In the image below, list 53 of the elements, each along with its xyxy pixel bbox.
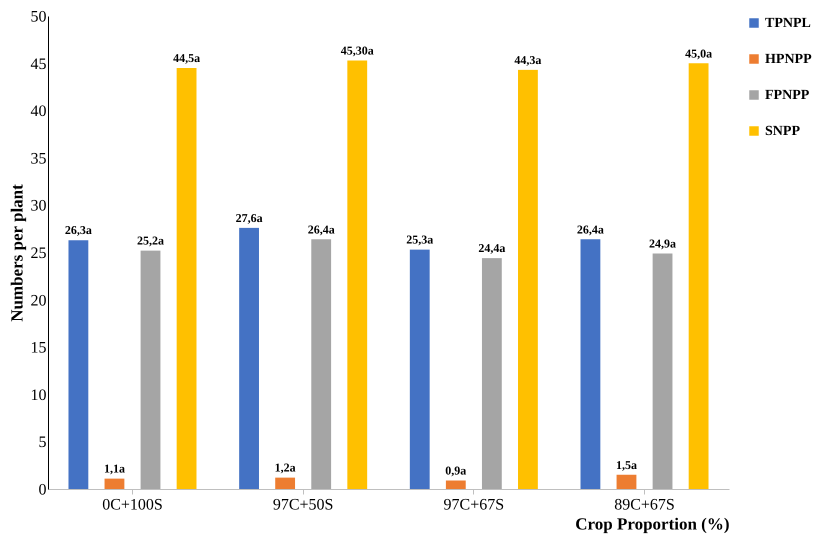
data-label: 1,5a (616, 458, 637, 472)
bar (140, 250, 160, 489)
y-tick-label: 25 (30, 245, 46, 262)
data-label: 25,3a (406, 232, 434, 247)
bar (239, 228, 259, 489)
bar (652, 253, 672, 489)
data-label: 1,1a (104, 462, 125, 476)
y-tick-label: 30 (30, 198, 46, 215)
bar (410, 250, 430, 489)
y-tick-label: 5 (38, 434, 46, 452)
y-tick-label: 35 (30, 150, 46, 168)
bar (688, 63, 709, 489)
y-tick-label: 45 (30, 56, 46, 73)
x-tick-label: 89C+67S (614, 496, 675, 514)
y-tick-label: 20 (30, 292, 46, 310)
bar (275, 478, 296, 489)
y-tick-label: 40 (30, 103, 46, 120)
legend-label: TPNPL (765, 16, 811, 31)
bar (580, 239, 600, 489)
data-label: 0,9a (445, 463, 466, 478)
data-label: 26,4a (576, 222, 604, 236)
data-label: 45,30a (340, 43, 374, 58)
bar (68, 240, 88, 489)
bar (446, 480, 466, 489)
x-tick-label: 0C+100S (102, 496, 163, 514)
legend-label: HPNPP (765, 52, 812, 67)
data-label: 24,4a (478, 241, 506, 256)
x-tick-label: 97C+67S (444, 496, 504, 514)
bar (347, 60, 368, 489)
bar (518, 70, 538, 489)
data-label: 45,0a (685, 46, 712, 60)
data-label: 44,3a (514, 52, 542, 67)
legend-label: SNPP (765, 124, 800, 139)
legend-label: FPNPP (765, 88, 810, 103)
bar (176, 68, 196, 489)
data-label: 27,6a (236, 210, 263, 225)
y-tick-label: 50 (30, 8, 46, 26)
bar (311, 239, 332, 489)
x-axis-title: Crop Proportion (%) (575, 514, 730, 534)
x-tick-label: 97C+50S (272, 496, 334, 514)
data-label: 44,5a (173, 51, 200, 66)
data-label: 26,4a (308, 222, 335, 236)
data-label: 1,2a (274, 460, 296, 475)
y-tick-label: 15 (30, 340, 46, 357)
bar (482, 258, 502, 489)
data-label: 24,9a (649, 236, 676, 250)
bar (104, 478, 124, 489)
bar (616, 474, 636, 489)
y-tick-label: 10 (30, 386, 46, 404)
data-label: 26,3a (64, 223, 92, 238)
y-axis-title: Numbers per plant (8, 184, 26, 322)
y-tick-label: 0 (38, 482, 46, 498)
data-label: 25,2a (137, 234, 164, 248)
